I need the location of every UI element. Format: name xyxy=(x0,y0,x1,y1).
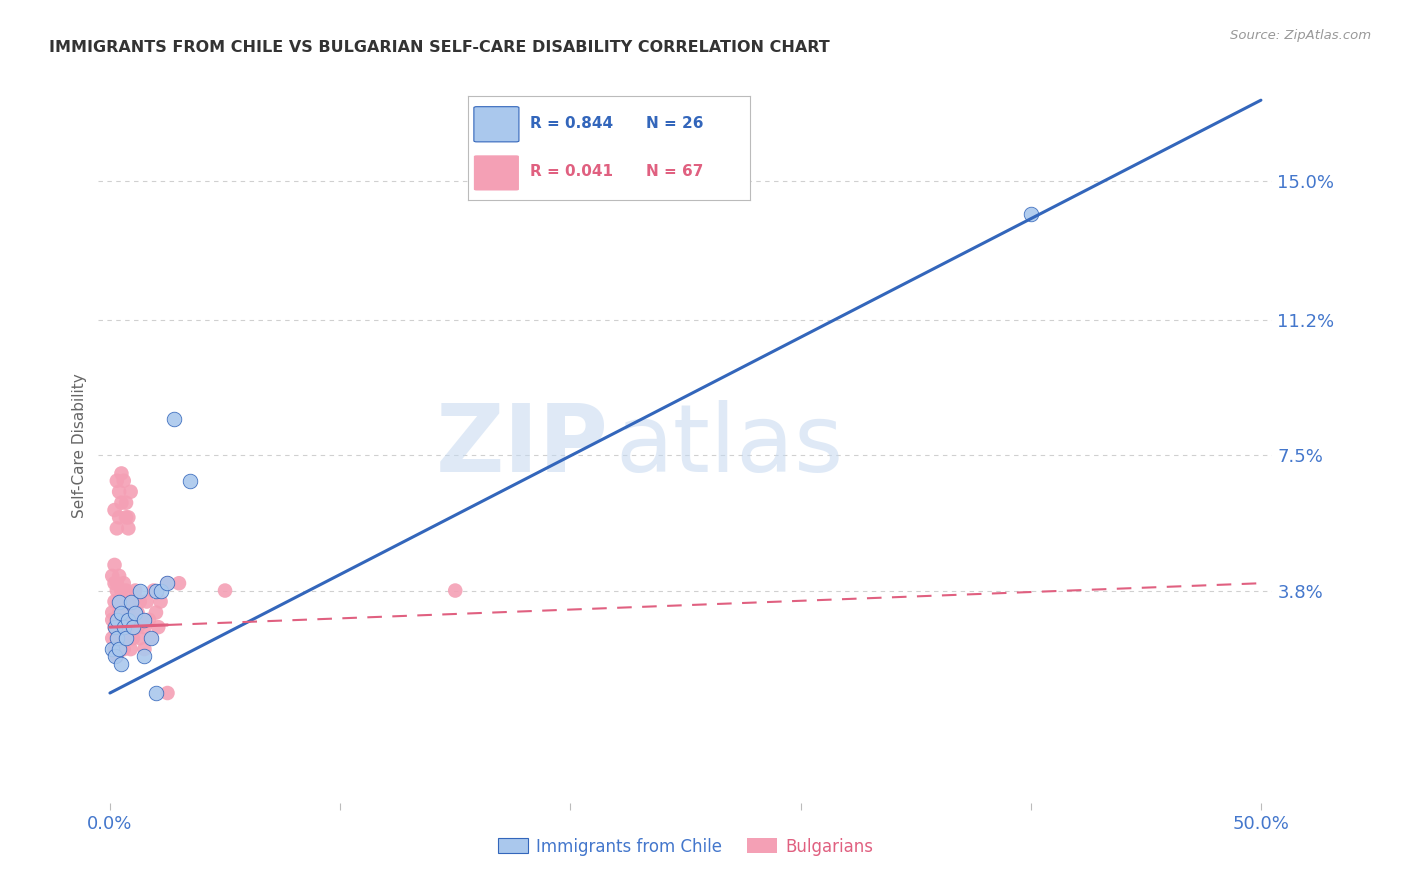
Point xyxy=(115,631,138,645)
Point xyxy=(115,613,138,627)
Point xyxy=(117,606,139,620)
Point xyxy=(105,631,128,645)
Point xyxy=(128,631,150,645)
Point xyxy=(120,594,142,608)
Point xyxy=(110,657,132,671)
Point xyxy=(156,576,179,591)
Point xyxy=(103,576,125,591)
Point xyxy=(103,620,125,634)
Point xyxy=(127,620,149,634)
Point xyxy=(142,583,165,598)
Point xyxy=(105,521,128,535)
Point xyxy=(127,606,149,620)
Point xyxy=(141,631,163,645)
Point xyxy=(101,569,124,583)
Point xyxy=(105,649,128,664)
Point xyxy=(103,642,125,657)
Point xyxy=(122,620,145,634)
Point xyxy=(105,576,128,591)
Point xyxy=(103,558,125,572)
Point xyxy=(124,606,146,620)
Point xyxy=(117,521,139,535)
Point xyxy=(141,631,163,645)
Point xyxy=(149,583,172,598)
Point xyxy=(120,642,142,657)
Point xyxy=(115,496,138,510)
Point xyxy=(131,613,153,627)
Point xyxy=(134,620,156,634)
Point xyxy=(179,474,201,488)
Point xyxy=(101,631,124,645)
Point xyxy=(117,620,139,634)
Point xyxy=(108,606,131,620)
Point xyxy=(108,620,131,634)
Text: ZIP: ZIP xyxy=(436,400,609,492)
Point xyxy=(112,642,135,657)
Point xyxy=(149,594,172,608)
Point xyxy=(145,686,167,700)
Point xyxy=(108,642,131,657)
Point xyxy=(105,474,128,488)
Point xyxy=(115,510,138,524)
Point xyxy=(108,569,131,583)
Point xyxy=(134,613,156,627)
Point xyxy=(148,620,170,634)
Point xyxy=(108,484,131,499)
Point xyxy=(115,583,138,598)
Point xyxy=(145,583,167,598)
Point xyxy=(128,583,150,598)
Point xyxy=(105,631,128,645)
Point xyxy=(117,510,139,524)
Point xyxy=(110,631,132,645)
Point xyxy=(103,503,125,517)
Point xyxy=(110,606,132,620)
Point xyxy=(128,594,150,608)
Point xyxy=(163,411,186,425)
Point xyxy=(105,613,128,627)
Point xyxy=(117,613,139,627)
Legend: Immigrants from Chile, Bulgarians: Immigrants from Chile, Bulgarians xyxy=(491,831,880,863)
Point xyxy=(108,510,131,524)
Point xyxy=(110,583,132,598)
Point xyxy=(110,583,132,598)
Point xyxy=(110,467,132,481)
Point xyxy=(145,606,167,620)
Text: atlas: atlas xyxy=(614,400,844,492)
Point xyxy=(156,686,179,700)
Point xyxy=(108,594,131,608)
Text: Source: ZipAtlas.com: Source: ZipAtlas.com xyxy=(1230,29,1371,42)
Point xyxy=(135,594,157,608)
Point xyxy=(138,613,160,627)
Point xyxy=(122,631,145,645)
Point xyxy=(167,576,190,591)
Y-axis label: Self-Care Disability: Self-Care Disability xyxy=(72,374,87,518)
Point xyxy=(120,594,142,608)
Point xyxy=(101,642,124,657)
Point xyxy=(112,594,135,608)
Point xyxy=(105,613,128,627)
Point xyxy=(108,594,131,608)
Point xyxy=(444,583,467,598)
Point xyxy=(103,594,125,608)
Point xyxy=(1019,206,1042,220)
Point xyxy=(103,649,125,664)
Point xyxy=(110,496,132,510)
Point xyxy=(112,620,135,634)
Point xyxy=(134,642,156,657)
Point xyxy=(110,613,132,627)
Text: IMMIGRANTS FROM CHILE VS BULGARIAN SELF-CARE DISABILITY CORRELATION CHART: IMMIGRANTS FROM CHILE VS BULGARIAN SELF-… xyxy=(49,40,830,55)
Point xyxy=(120,484,142,499)
Point xyxy=(122,613,145,627)
Point xyxy=(101,613,124,627)
Point xyxy=(156,576,179,591)
Point xyxy=(124,583,146,598)
Point xyxy=(112,474,135,488)
Point xyxy=(115,631,138,645)
Point xyxy=(101,606,124,620)
Point xyxy=(105,583,128,598)
Point xyxy=(103,620,125,634)
Point xyxy=(112,576,135,591)
Point xyxy=(214,583,236,598)
Point xyxy=(134,649,156,664)
